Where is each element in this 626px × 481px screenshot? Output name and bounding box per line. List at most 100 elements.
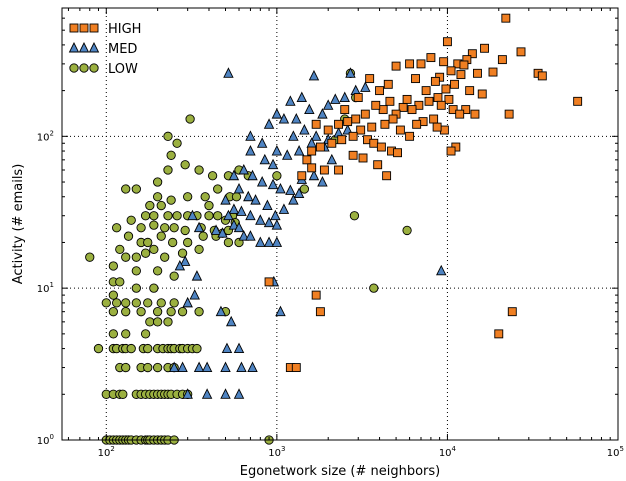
point-high-36 bbox=[407, 105, 417, 115]
axes-frame bbox=[61, 7, 619, 441]
point-med-60 bbox=[233, 221, 245, 233]
point-low-73 bbox=[108, 290, 118, 300]
point-high-93 bbox=[315, 307, 325, 317]
point-low-117 bbox=[152, 362, 163, 373]
point-med-28 bbox=[281, 149, 293, 160]
point-low-101 bbox=[143, 343, 153, 354]
point-low-4 bbox=[166, 150, 176, 160]
point-low-13 bbox=[131, 184, 141, 194]
point-med-78 bbox=[233, 342, 245, 354]
point-med-11 bbox=[304, 103, 315, 115]
point-med-26 bbox=[259, 153, 271, 165]
point-med-70 bbox=[179, 255, 191, 266]
point-high-67 bbox=[337, 135, 347, 145]
point-high-83 bbox=[348, 150, 358, 160]
point-low-21 bbox=[213, 184, 223, 194]
point-low-26 bbox=[163, 211, 173, 221]
point-low-93 bbox=[121, 329, 131, 339]
point-low-36 bbox=[149, 220, 159, 230]
point-med-1 bbox=[345, 67, 356, 78]
point-low-94 bbox=[140, 329, 151, 339]
point-low-48 bbox=[143, 237, 153, 248]
point-high-84 bbox=[334, 165, 344, 175]
point-med-12 bbox=[322, 99, 334, 110]
y-tick-label-1: 101 bbox=[37, 281, 54, 295]
point-low-91 bbox=[163, 317, 173, 327]
point-low-164 bbox=[369, 283, 379, 293]
data-points bbox=[85, 13, 583, 445]
point-high-92 bbox=[291, 363, 301, 373]
point-low-81 bbox=[108, 307, 118, 317]
legend-marker-2 bbox=[89, 23, 99, 33]
point-med-48 bbox=[278, 203, 290, 214]
point-low-54 bbox=[223, 237, 234, 248]
point-high-73 bbox=[369, 138, 379, 148]
point-med-44 bbox=[243, 190, 254, 202]
point-high-50 bbox=[402, 94, 412, 104]
point-high-52 bbox=[436, 100, 446, 110]
point-low-165 bbox=[402, 225, 412, 236]
point-med-68 bbox=[210, 224, 222, 235]
point-med-84 bbox=[236, 361, 247, 373]
point-low-70 bbox=[115, 277, 125, 287]
legend-label-high: HIGH bbox=[108, 22, 141, 37]
point-med-85 bbox=[247, 361, 258, 373]
point-med-91 bbox=[201, 388, 213, 399]
point-med-66 bbox=[187, 209, 198, 221]
point-high-10 bbox=[416, 59, 426, 69]
point-low-35 bbox=[136, 223, 146, 233]
point-high-41 bbox=[371, 100, 381, 110]
point-low-123 bbox=[118, 389, 128, 399]
point-low-66 bbox=[131, 266, 141, 276]
point-med-50 bbox=[293, 187, 305, 198]
legend-marker-1 bbox=[78, 41, 90, 53]
point-med-17 bbox=[256, 137, 268, 148]
point-high-76 bbox=[393, 148, 402, 158]
point-med-2 bbox=[308, 69, 320, 81]
point-low-111 bbox=[192, 343, 202, 354]
point-high-21 bbox=[430, 76, 440, 86]
point-high-85 bbox=[319, 165, 329, 175]
legend-marker-2 bbox=[88, 41, 100, 53]
point-low-77 bbox=[131, 298, 141, 308]
point-low-59 bbox=[140, 248, 151, 258]
point-low-2 bbox=[163, 131, 173, 141]
point-high-32 bbox=[433, 93, 443, 103]
point-high-55 bbox=[470, 109, 480, 119]
point-low-18 bbox=[166, 195, 176, 205]
point-med-16 bbox=[245, 130, 256, 141]
point-med-86 bbox=[275, 305, 286, 317]
point-med-46 bbox=[262, 199, 273, 210]
point-high-4 bbox=[516, 47, 526, 57]
point-high-74 bbox=[376, 142, 386, 152]
point-med-79 bbox=[168, 361, 180, 373]
point-med-34 bbox=[317, 176, 328, 187]
point-med-38 bbox=[267, 178, 279, 190]
point-low-45 bbox=[111, 223, 122, 233]
point-med-92 bbox=[220, 388, 231, 399]
point-high-80 bbox=[373, 160, 383, 170]
legend-marker-0 bbox=[69, 63, 79, 73]
point-low-24 bbox=[140, 211, 151, 221]
point-med-65 bbox=[271, 236, 283, 247]
point-med-15 bbox=[317, 108, 328, 119]
point-high-33 bbox=[444, 94, 454, 104]
point-low-17 bbox=[156, 200, 166, 211]
point-high-13 bbox=[446, 66, 456, 76]
point-high-11 bbox=[405, 59, 415, 69]
legend-item-high: HIGH bbox=[69, 22, 141, 37]
point-low-14 bbox=[121, 184, 131, 194]
point-high-62 bbox=[395, 125, 405, 135]
point-high-81 bbox=[382, 171, 392, 181]
point-med-37 bbox=[256, 176, 268, 187]
point-med-43 bbox=[233, 182, 245, 194]
point-low-64 bbox=[85, 252, 95, 262]
point-low-84 bbox=[152, 307, 163, 317]
point-high-87 bbox=[297, 171, 307, 181]
point-high-94 bbox=[494, 329, 504, 339]
point-high-8 bbox=[439, 57, 449, 67]
point-med-29 bbox=[293, 145, 305, 156]
point-high-71 bbox=[302, 155, 312, 165]
point-med-53 bbox=[236, 205, 247, 216]
point-med-32 bbox=[326, 153, 338, 165]
